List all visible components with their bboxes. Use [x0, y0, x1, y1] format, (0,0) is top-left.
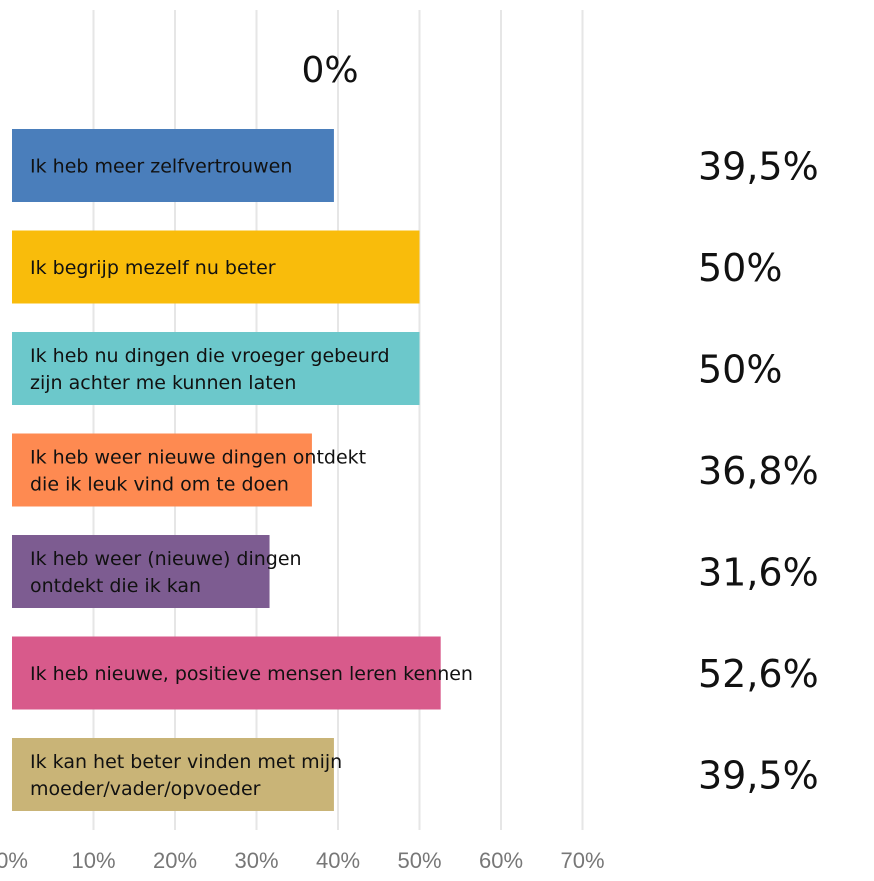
category-label: Ik heb meer zelfvertrouwen — [30, 156, 292, 178]
value-label: 50% — [698, 246, 782, 290]
value-label: 36,8% — [698, 449, 819, 493]
bar — [12, 535, 270, 608]
x-tick-label: 60% — [479, 848, 523, 873]
category-label: Ik begrijp mezelf nu beter — [30, 257, 276, 279]
value-labels: 39,5% 50% 50% 36,8% 31,6% 52,6% 39,5% — [698, 145, 819, 798]
bar — [12, 129, 334, 202]
value-label: 50% — [698, 348, 782, 392]
category-label: Ik heb weer nieuwe dingen ontdekt die ik … — [30, 447, 366, 496]
x-tick-label: 40% — [316, 848, 360, 873]
value-label: 52,6% — [698, 652, 819, 696]
bar — [12, 433, 312, 507]
category-label: Ik heb nieuwe, positieve mensen leren ke… — [30, 663, 473, 685]
x-tick-label: 30% — [234, 848, 278, 873]
x-tick-label: 50% — [397, 848, 441, 873]
bar — [12, 332, 420, 405]
x-tick-label: 20% — [153, 848, 197, 873]
bar — [12, 636, 441, 710]
category-label: Ik heb weer (nieuwe) dingen ontdekt die i… — [30, 548, 302, 597]
x-axis-ticks: 0% 10% 20% 30% 40% 50% 60% 70% — [0, 848, 605, 873]
value-label: 31,6% — [698, 551, 819, 595]
category-labels: Ik heb meer zelfvertrouwen Ik begrijp mez… — [30, 156, 473, 801]
bar — [12, 738, 334, 811]
bar — [12, 230, 420, 304]
top-annotation: 0% — [301, 50, 358, 91]
category-label: Ik heb nu dingen die vroeger gebeurd zijn… — [30, 345, 390, 394]
value-label: 39,5% — [698, 145, 819, 189]
bars — [12, 129, 441, 811]
x-tick-label: 10% — [71, 848, 115, 873]
category-label: Ik kan het beter vinden met mijn moeder/v… — [30, 751, 342, 800]
x-tick-label: 0% — [0, 848, 28, 873]
x-tick-label: 70% — [560, 848, 604, 873]
value-label: 39,5% — [698, 754, 819, 798]
